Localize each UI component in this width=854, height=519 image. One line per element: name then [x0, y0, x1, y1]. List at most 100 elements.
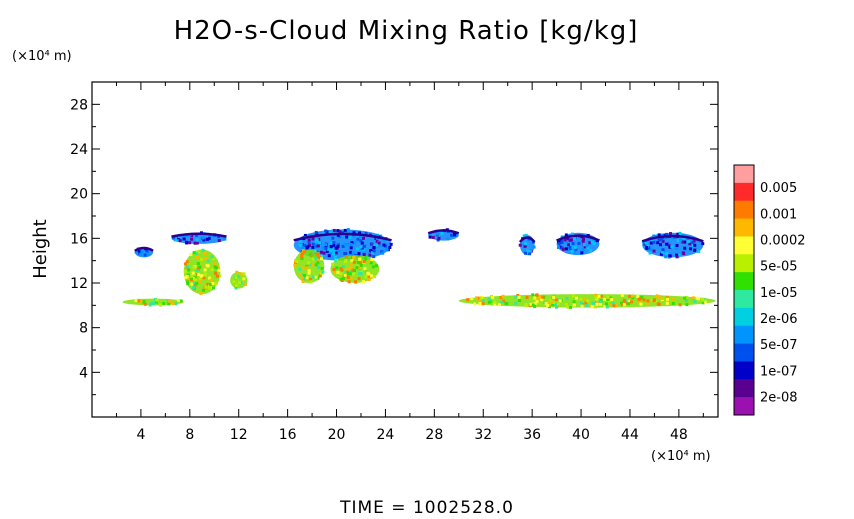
cloud-cell — [314, 275, 318, 279]
cloud-cell — [582, 237, 586, 241]
cloud-cell — [583, 245, 587, 249]
cloud-cell — [318, 241, 322, 245]
cloud-cell — [357, 272, 361, 276]
cloud-cell — [665, 242, 669, 246]
cloud-cell — [331, 262, 335, 266]
cloud-cell — [305, 276, 309, 280]
cloud-cell — [347, 280, 351, 284]
cloud-cell — [586, 299, 590, 303]
cloud-cell — [678, 303, 682, 307]
y-axis-label: Height — [30, 219, 51, 279]
cloud-cell — [341, 277, 345, 281]
cloud-cell — [371, 265, 375, 269]
cloud-cell — [683, 240, 687, 244]
cloud-cell — [446, 237, 450, 241]
cloud-cell — [146, 253, 150, 257]
cloud-top-edge — [641, 234, 704, 243]
cloud-cell — [362, 236, 366, 240]
cloud-cell — [685, 303, 689, 307]
cloud-cell — [307, 241, 311, 245]
cloud-cell — [571, 232, 575, 236]
cloud-cell — [497, 303, 501, 307]
cloud-region — [518, 233, 536, 256]
cloud-cell — [665, 252, 669, 256]
cloud-cell — [210, 255, 214, 259]
cloud-cell — [619, 301, 623, 305]
cloud-cell — [659, 237, 663, 241]
cloud-cell — [435, 232, 439, 236]
cloud-cell — [573, 245, 577, 249]
cloud-cell — [193, 281, 197, 285]
cloud-cell — [668, 254, 672, 258]
colorbar-swatch — [734, 361, 754, 380]
cloud-cell — [314, 263, 318, 267]
cloud-region — [427, 228, 460, 242]
cloud-top-edge — [427, 229, 460, 235]
cloud-cell — [478, 302, 482, 306]
cloud-top-edge — [293, 232, 392, 242]
cloud-cell — [684, 297, 688, 301]
cloud-cell — [166, 299, 170, 303]
cloud-cell — [214, 266, 218, 270]
cloud-cell — [645, 246, 649, 250]
cloud-cell — [298, 273, 302, 277]
cloud-cell — [174, 238, 178, 242]
cloud-cell — [569, 243, 573, 247]
cloud-top-edge — [556, 234, 600, 242]
cloud-cell — [470, 297, 474, 301]
colorbar-swatch — [734, 343, 754, 362]
cloud-cell — [556, 302, 560, 306]
cloud-cell — [317, 255, 321, 259]
cloud-cell — [201, 288, 205, 292]
cloud-cell — [660, 296, 664, 300]
cloud-cell — [428, 235, 432, 239]
cloud-cell — [307, 244, 311, 248]
cloud-cell — [389, 242, 393, 246]
cloud-cell — [234, 284, 238, 288]
cloud-cell — [167, 302, 171, 306]
y-axis: 4 8 12 16 20 24 28 — [70, 97, 718, 396]
cloud-cell — [684, 299, 688, 303]
cloud-cell — [356, 260, 360, 264]
cloud-cell — [382, 243, 386, 247]
cloud-cell — [202, 238, 206, 242]
cloud-cell — [646, 299, 650, 303]
cloud-cell — [567, 243, 571, 247]
cloud-cell — [340, 278, 344, 282]
cloud-cell — [309, 263, 313, 267]
cloud-cell — [375, 239, 379, 243]
cloud-cell — [300, 257, 304, 261]
cloud-cell — [450, 233, 454, 237]
cloud-cell — [366, 274, 370, 278]
cloud-cell — [533, 296, 537, 300]
cloud-cell — [352, 256, 356, 260]
cloud-cell — [150, 301, 154, 305]
cloud-cell — [355, 266, 359, 270]
x-tick-label: 48 — [670, 427, 688, 443]
cloud-cell — [331, 249, 335, 253]
cloud-cell — [336, 229, 340, 233]
cloud-cell — [239, 281, 243, 285]
cloud-cell — [179, 299, 183, 303]
cloud-cell — [234, 286, 238, 290]
cloud-cell — [346, 228, 350, 232]
cloud-cell — [345, 273, 349, 277]
cloud-cell — [334, 246, 338, 250]
cloud-cell — [359, 245, 363, 249]
cloud-cell — [627, 302, 631, 306]
cloud-cell — [500, 300, 504, 304]
cloud-cell — [350, 259, 354, 263]
cloud-cell — [570, 249, 574, 253]
cloud-cell — [316, 244, 320, 248]
cloud-cell — [216, 265, 220, 269]
cloud-cell — [309, 280, 313, 284]
cloud-cell — [206, 259, 210, 263]
cloud-cell — [162, 302, 166, 306]
cloud-cell — [201, 236, 205, 240]
cloud-cell — [337, 249, 341, 253]
cloud-cell — [590, 305, 594, 309]
x-tick-label: 20 — [328, 427, 346, 443]
cloud-cell — [307, 261, 311, 265]
cloud-cell — [524, 303, 528, 307]
